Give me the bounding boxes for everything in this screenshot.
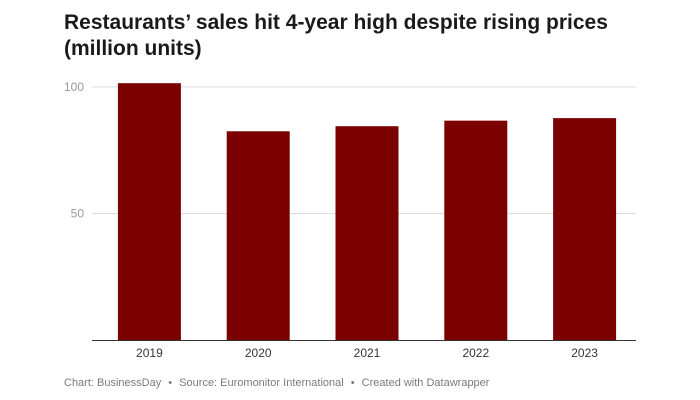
chart-footer: Chart: BusinessDay • Source: Euromonitor…: [64, 377, 489, 389]
created-with: Created with Datawrapper: [361, 377, 490, 389]
footer-separator: •: [350, 377, 355, 389]
bar-2023: [553, 118, 617, 340]
bar-2021: [335, 126, 399, 340]
bar-2019: [117, 83, 181, 340]
y-tick-label: 50: [71, 207, 85, 221]
x-tick-label: 2019: [136, 346, 163, 360]
chart-source: Source: Euromonitor International: [179, 377, 344, 389]
x-tick-label: 2020: [245, 346, 272, 360]
chart-credit: Chart: BusinessDay: [64, 377, 162, 389]
chart-title: Restaurants’ sales hit 4-year high despi…: [64, 10, 664, 62]
bars: [117, 83, 617, 340]
x-tick-label: 2021: [354, 346, 381, 360]
x-axis-ticks: 2019 2020 2021 2022 2023: [136, 346, 598, 360]
footer-separator: •: [168, 377, 173, 389]
y-axis-ticks: 100 50: [64, 80, 84, 221]
x-tick-label: 2023: [571, 346, 598, 360]
chart-title-line-2: (million units): [64, 37, 202, 60]
x-tick-label: 2022: [462, 346, 489, 360]
bar-2020: [226, 131, 290, 340]
chart-title-line-1: Restaurants’ sales hit 4-year high despi…: [64, 11, 608, 34]
y-tick-label: 100: [64, 80, 84, 94]
bar-2022: [444, 120, 508, 340]
